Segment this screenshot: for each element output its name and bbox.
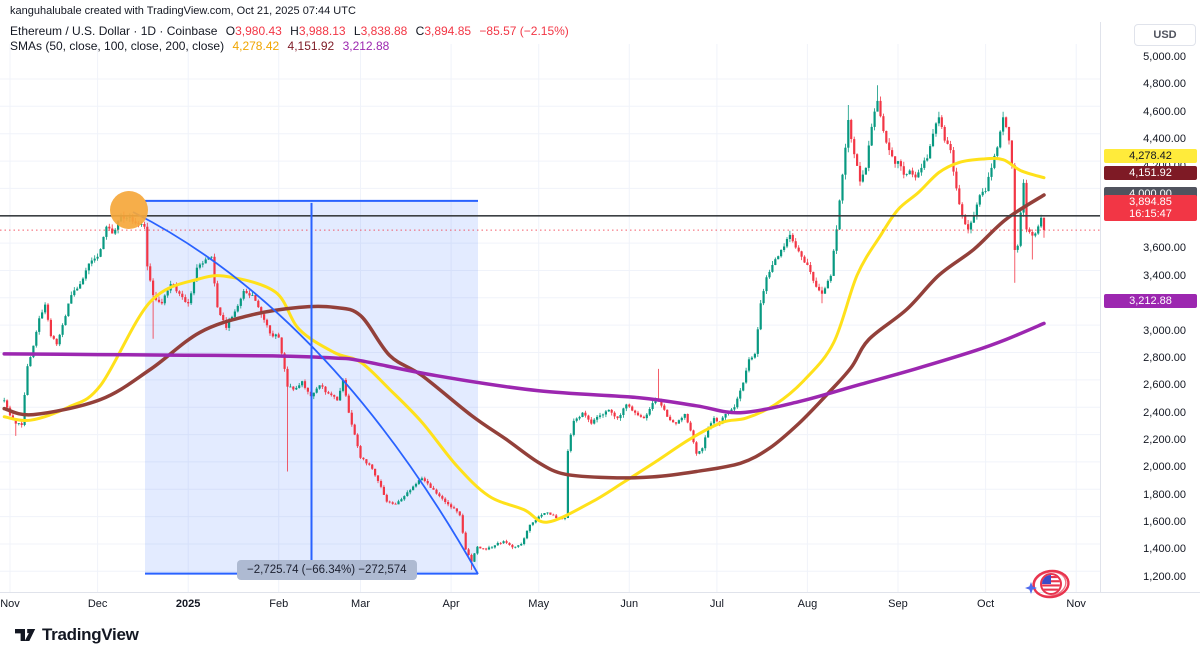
close-value: 3,894.85 — [424, 24, 472, 38]
time-tick-aug: Aug — [797, 598, 818, 610]
sma-line-0 — [2, 156, 1046, 524]
time-tick-jun: Jun — [620, 598, 639, 610]
tradingview-logo-icon — [15, 629, 36, 641]
open-value: 3,980.43 — [235, 24, 282, 38]
smas-label[interactable]: SMAs (50, close, 100, close, 200, close) — [10, 39, 225, 53]
time-tick-nov: Nov — [1066, 598, 1086, 610]
sma200-price-tag: 3,212.88 — [1104, 294, 1197, 309]
price-tick: 3,600.00 — [1143, 242, 1186, 255]
time-tick-apr: Apr — [442, 598, 460, 610]
sma100-price-tag: 4,151.92 — [1104, 165, 1197, 180]
trend-curve-drawing[interactable] — [132, 211, 479, 575]
price-tick: 4,400.00 — [1143, 133, 1186, 146]
sma-line-1 — [2, 193, 1046, 480]
open-label: O — [225, 24, 236, 38]
price-tick: 5,000.00 — [1143, 51, 1186, 63]
time-tick-2025: 2025 — [175, 598, 201, 610]
time-tick-nov: Nov — [0, 598, 20, 610]
price-tick: 2,800.00 — [1143, 351, 1186, 364]
time-tick-dec: Dec — [87, 598, 108, 610]
sma50-legend-value: 4,278.42 — [232, 39, 280, 53]
sma200-legend-value: 3,212.88 — [342, 39, 390, 53]
currency-toggle-button[interactable]: USD — [1134, 24, 1196, 46]
footer-bar: TradingView — [0, 618, 1200, 657]
price-tick: 1,200.00 — [1143, 570, 1186, 583]
symbol-row[interactable]: Ethereum / U.S. Dollar · 1D · Coinbase O… — [10, 24, 569, 38]
chart-legend: Ethereum / U.S. Dollar · 1D · Coinbase O… — [10, 24, 569, 54]
sparkle-icon — [1025, 582, 1037, 594]
sma-line-2 — [2, 321, 1046, 415]
price-tick: 3,000.00 — [1143, 324, 1186, 337]
price-tick: 3,400.00 — [1143, 269, 1186, 282]
last-price-tag: 3,894.85 16:15:47 — [1104, 195, 1197, 222]
time-tick-oct: Oct — [977, 598, 995, 610]
high-value: 3,988.13 — [298, 24, 346, 38]
price-tick: 2,000.00 — [1143, 461, 1186, 474]
low-label: L — [353, 24, 361, 38]
price-axis[interactable]: USD 5,000.004,800.004,600.004,400.004,20… — [1100, 22, 1200, 592]
close-label: C — [415, 24, 425, 38]
sma-row[interactable]: SMAs (50, close, 100, close, 200, close)… — [10, 39, 569, 53]
chart-pane[interactable] — [0, 22, 1100, 592]
time-tick-mar: Mar — [351, 598, 370, 610]
tradingview-logo-text: TradingView — [42, 625, 139, 644]
time-tick-may: May — [528, 598, 550, 610]
sma100-legend-value: 4,151.92 — [287, 39, 335, 53]
price-tick: 4,800.00 — [1143, 78, 1186, 91]
circle-marker-drawing[interactable] — [110, 191, 148, 229]
us-flag-sticker[interactable] — [1024, 566, 1072, 604]
price-tick: 1,400.00 — [1143, 543, 1186, 556]
candle-series — [3, 85, 1046, 570]
time-tick-sep: Sep — [888, 598, 908, 610]
price-tick: 1,600.00 — [1143, 515, 1186, 528]
change-value: −85.57 (−2.15%) — [479, 24, 569, 38]
low-value: 3,838.88 — [360, 24, 408, 38]
time-tick-feb: Feb — [269, 598, 289, 610]
price-tick: 2,600.00 — [1143, 379, 1186, 392]
sma50-price-tag: 4,278.42 — [1104, 148, 1197, 163]
tradingview-logo[interactable]: TradingView — [14, 625, 139, 645]
time-tick-jul: Jul — [709, 598, 724, 610]
attribution-text: kanguhalubale created with TradingView.c… — [10, 5, 356, 17]
high-label: H — [290, 24, 299, 38]
candlestick-chart[interactable] — [0, 22, 1100, 592]
price-tick: 4,600.00 — [1143, 105, 1186, 118]
symbol-title[interactable]: Ethereum / U.S. Dollar · 1D · Coinbase — [10, 24, 218, 38]
flag-roundel — [1025, 569, 1070, 599]
price-tick: 1,800.00 — [1143, 488, 1186, 501]
time-axis[interactable]: Nov Dec 2025 Feb Mar Apr May Jun Jul Aug Sep Oct Nov — [0, 592, 1200, 618]
price-tick: 2,400.00 — [1143, 406, 1186, 419]
measure-tool-label[interactable]: −2,725.74 (−66.34%) −272,574 — [237, 560, 417, 580]
price-tick: 2,200.00 — [1143, 433, 1186, 446]
